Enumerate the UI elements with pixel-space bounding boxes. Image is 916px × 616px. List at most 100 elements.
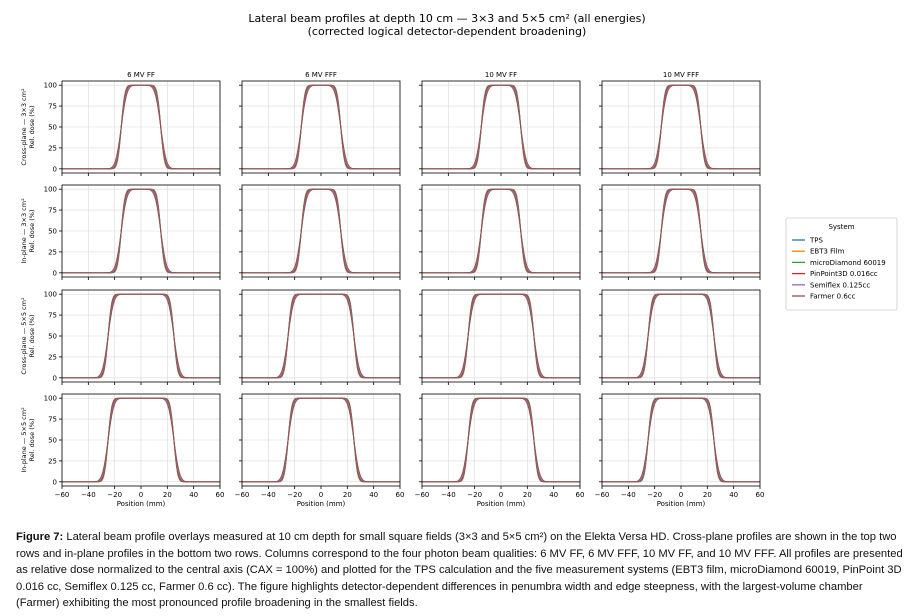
x-tick-label: 60 — [396, 491, 405, 499]
y-tick-label: 25 — [48, 457, 57, 465]
subplot: 10 MV FF — [419, 71, 581, 176]
x-tick-label: −20 — [647, 491, 662, 499]
y-axis-label: In-plane — 5×5 cm² — [20, 407, 28, 473]
y-tick-label: 0 — [53, 269, 57, 277]
y-tick-label: 100 — [44, 291, 57, 299]
x-tick-label: −60 — [595, 491, 610, 499]
legend-entry: Semiflex 0.125cc — [810, 281, 870, 289]
subplot: −60 −40 −20 0 20 40 60 Position (mm) — [415, 393, 585, 508]
x-tick-label: 60 — [576, 491, 585, 499]
x-tick-label: −20 — [287, 491, 302, 499]
x-tick-label: −40 — [81, 491, 96, 499]
series-line — [62, 397, 220, 483]
y-tick-label: 75 — [48, 207, 57, 215]
subplot: 0 25 50 75 100 In-plane — 3×3 cm² Rel. dose (%… — [20, 184, 221, 280]
y-tick-label: 0 — [53, 478, 57, 486]
series-line — [602, 397, 760, 483]
caption-label: Figure 7: — [16, 531, 64, 543]
caption-text: Lateral beam profile overlays measured a… — [16, 531, 903, 610]
series-line — [422, 293, 580, 379]
subplot — [419, 289, 581, 385]
y-tick-label: 25 — [48, 248, 57, 256]
y-tick-label: 100 — [44, 395, 57, 403]
y-tick-label: 0 — [53, 165, 57, 173]
y-tick-label: 25 — [48, 144, 57, 152]
series-line — [242, 84, 400, 170]
series-line — [242, 397, 400, 483]
legend-entry: EBT3 Film — [810, 248, 845, 256]
x-tick-label: 20 — [163, 491, 172, 499]
legend-entry: TPS — [809, 237, 823, 245]
x-tick-label: 0 — [139, 491, 143, 499]
y-tick-label: 75 — [48, 103, 57, 111]
x-tick-label: −40 — [621, 491, 636, 499]
subplot: −60 −40 −20 0 20 40 60 Position (mm) — [595, 393, 764, 508]
x-tick-label: −60 — [415, 491, 430, 499]
x-tick-label: 0 — [319, 491, 323, 499]
legend-entry: microDiamond 60019 — [810, 259, 886, 267]
x-tick-label: 20 — [343, 491, 352, 499]
y-axis-label: Rel. dose (%) — [28, 315, 36, 358]
x-tick-label: 60 — [216, 491, 225, 499]
series-line — [62, 188, 220, 274]
column-title: 10 MV FF — [485, 71, 517, 79]
subplot — [239, 184, 401, 280]
column-title: 6 MV FF — [127, 71, 155, 79]
y-axis-label: Rel. dose (%) — [28, 106, 36, 149]
subplot: 0 25 50 75 100 Cross-plane — 5×5 cm² Rel. dose… — [20, 289, 221, 385]
subplot: 0 25 50 75 100 −60 −40 −20 0 20 40 60 Position (mm) I… — [20, 393, 225, 508]
x-tick-label: 40 — [189, 491, 198, 499]
y-axis-label: In-plane — 3×3 cm² — [20, 198, 28, 264]
legend: System TPS EBT3 Film microDiamond 60019 PinP… — [785, 217, 898, 311]
series-line — [242, 293, 400, 379]
y-tick-label: 100 — [44, 186, 57, 194]
series-line — [62, 84, 220, 170]
y-tick-label: 50 — [48, 124, 57, 132]
y-tick-label: 0 — [53, 374, 57, 382]
series-line — [422, 84, 580, 170]
y-tick-label: 50 — [48, 228, 57, 236]
y-axis-label: Rel. dose (%) — [28, 419, 36, 462]
x-tick-label: 40 — [729, 491, 738, 499]
x-axis-label: Position (mm) — [477, 500, 526, 508]
column-title: 10 MV FFF — [663, 71, 699, 79]
y-tick-label: 100 — [44, 82, 57, 90]
x-tick-label: 40 — [549, 491, 558, 499]
x-tick-label: 20 — [703, 491, 712, 499]
legend-entry: PinPoint3D 0.016cc — [810, 270, 878, 278]
figure-title-line2: (corrected logical detector-dependent br… — [308, 25, 587, 38]
figure-caption: Figure 7: Lateral beam profile overlays … — [16, 529, 904, 612]
legend-title: System — [828, 223, 854, 231]
y-axis-label: Rel. dose (%) — [28, 210, 36, 253]
column-title: 6 MV FFF — [305, 71, 337, 79]
subplot: −60 −40 −20 0 20 40 60 Position (mm) — [235, 393, 405, 508]
x-axis-label: Position (mm) — [657, 500, 706, 508]
series-line — [602, 84, 760, 170]
legend-entry: Farmer 0.6cc — [810, 293, 856, 301]
x-tick-label: 0 — [679, 491, 683, 499]
series-line — [602, 188, 760, 274]
x-tick-label: −60 — [235, 491, 250, 499]
y-tick-label: 50 — [48, 333, 57, 341]
figure-title-line1: Lateral beam profiles at depth 10 cm — 3… — [248, 12, 645, 25]
subplot: 10 MV FFF — [599, 71, 761, 176]
x-tick-label: −60 — [55, 491, 70, 499]
series-line — [422, 188, 580, 274]
x-tick-label: −40 — [441, 491, 456, 499]
x-tick-label: 0 — [499, 491, 503, 499]
subplot: 6 MV FFF — [239, 71, 401, 176]
x-tick-label: 40 — [369, 491, 378, 499]
y-axis-label: Cross-plane — 3×3 cm² — [20, 88, 28, 166]
y-tick-label: 25 — [48, 353, 57, 361]
series-line — [242, 188, 400, 274]
y-tick-label: 75 — [48, 416, 57, 424]
x-tick-label: 20 — [523, 491, 532, 499]
legend-frame — [785, 217, 898, 311]
x-tick-label: −20 — [107, 491, 122, 499]
y-axis-label: Cross-plane — 5×5 cm² — [20, 297, 28, 375]
x-axis-label: Position (mm) — [117, 500, 166, 508]
y-tick-label: 50 — [48, 437, 57, 445]
subplot — [419, 184, 581, 280]
subplot — [599, 289, 761, 385]
